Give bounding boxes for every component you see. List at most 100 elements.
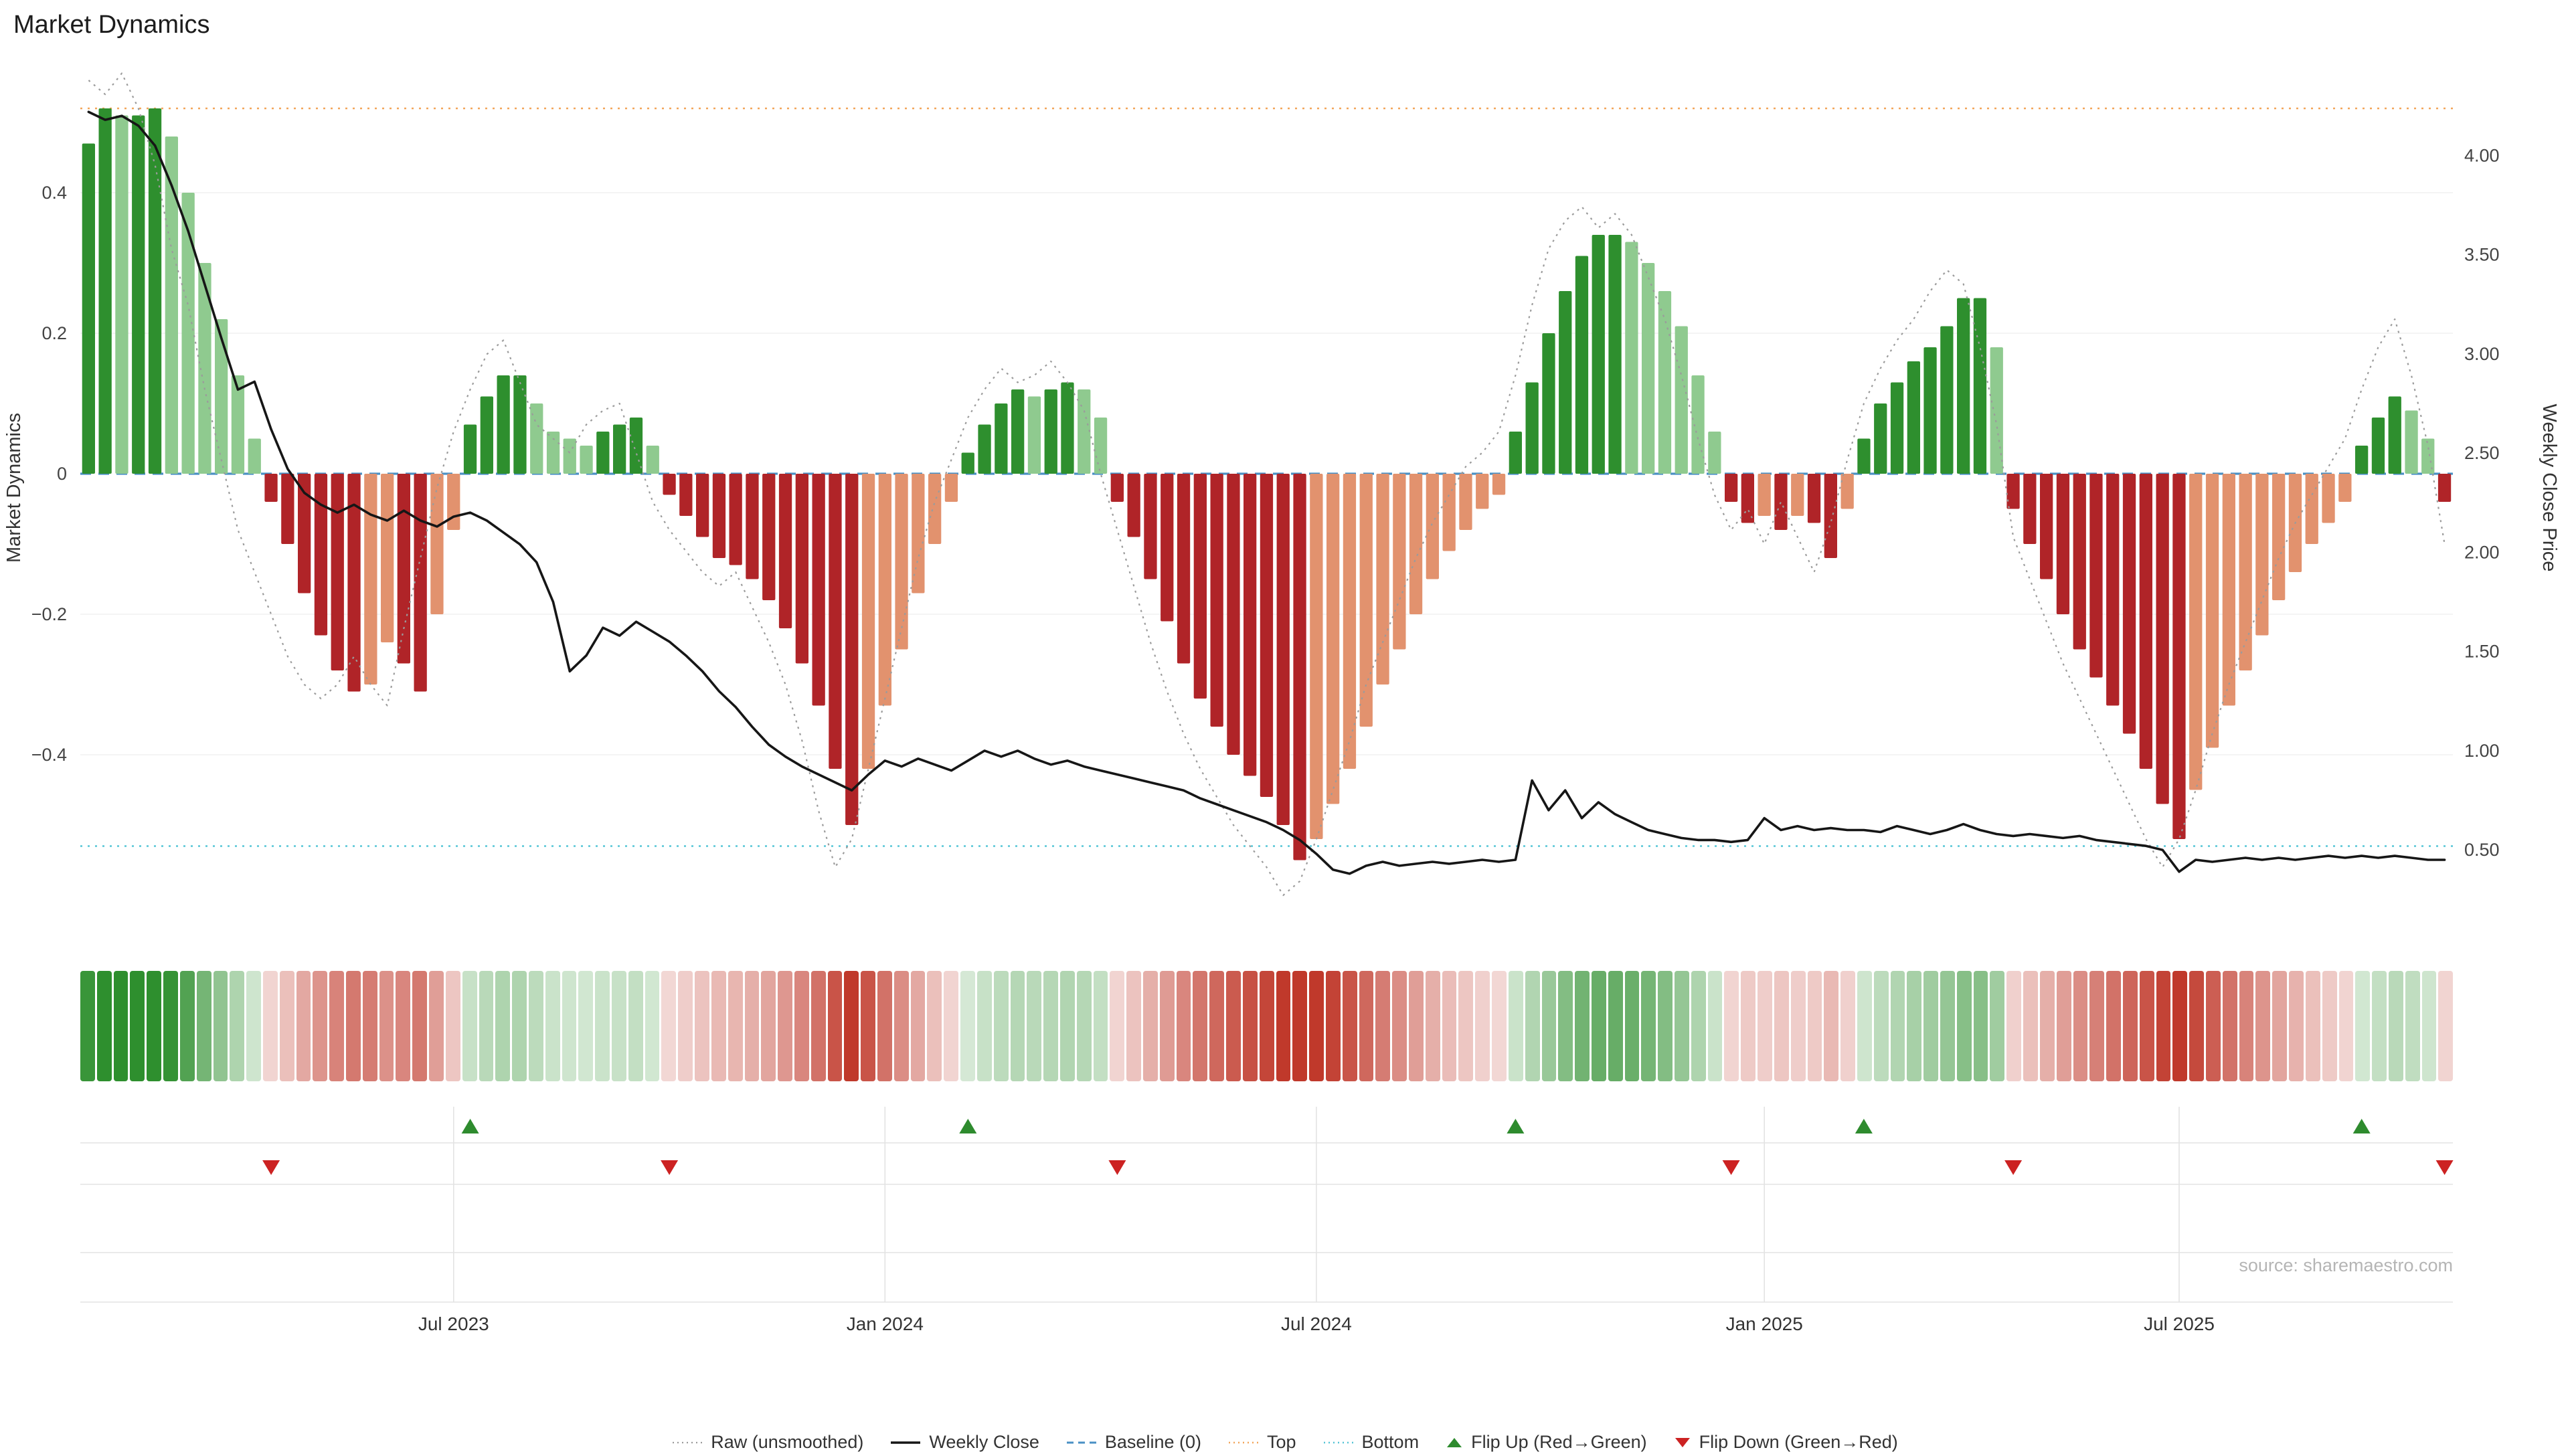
heatmap-cell [1591,971,1606,1081]
heatmap-cell [1990,971,2005,1081]
heatmap-cell [1492,971,1507,1081]
heatmap-cell [2305,971,2320,1081]
heatmap-cell [462,971,477,1081]
main-chart-panel: 0.4 0.2 0 −0.2 −0.4 4.00 3.50 3.00 2.50 2.00 1.50 1… [0,39,2570,943]
oscillator-bar [1542,333,1555,474]
oscillator-bar [861,474,875,769]
oscillator-bar [2371,418,2385,474]
oscillator-bar [762,474,776,600]
oscillator-bar [1011,389,1025,474]
heatmap-cell [562,971,577,1081]
oscillator-bar [978,424,991,474]
flip-up-triangle-icon [1446,1436,1463,1449]
oscillator-bar [1907,361,1920,474]
heatmap-cell [396,971,411,1081]
heatmap-cell [362,971,377,1081]
oscillator-bar [646,446,659,474]
legend-label: Weekly Close [929,1432,1039,1452]
left-axis-tick-label: 0.4 [41,183,67,203]
oscillator-bar [1940,326,1954,474]
oscillator-bar [829,474,842,769]
flip-marker-svg: source: sharemaestro.com Jul 2023 Jan 2024… [80,1107,2454,1334]
x-axis-tick-label: Jul 2024 [1281,1313,1352,1334]
oscillator-bar [314,474,328,636]
oscillator-bar [2023,474,2037,544]
oscillator-bar [1973,298,1987,474]
heatmap-cell [1807,971,1822,1081]
heatmap-cell [2039,971,2055,1081]
oscillator-bar [1824,474,1837,558]
heatmap-cell [678,971,693,1081]
heatmap-cell [213,971,228,1081]
flip-up-marker-icon [461,1119,479,1133]
legend-item-bottom: Bottom [1323,1432,1419,1453]
legend-item-flip-down: Flip Down (Green→Red) [1674,1432,1898,1453]
oscillator-bar [463,424,477,474]
oscillator-bar [1260,474,1274,797]
oscillator-bar [1957,298,1970,474]
oscillator-bar [629,418,643,474]
heatmap-cell [1325,971,1341,1081]
heatmap-cell [1226,971,1241,1081]
heatmap-cell [80,971,95,1081]
heatmap-cell [1907,971,1922,1081]
heatmap-cell [196,971,211,1081]
heatmap-cell [1624,971,1640,1081]
flip-down-marker-icon [262,1160,280,1175]
oscillator-bar [746,474,759,579]
oscillator-bar [1376,474,1389,685]
heatmap-cell [2421,971,2437,1081]
left-axis-tick-label: −0.2 [31,604,67,624]
left-axis-title: Market Dynamics [3,413,25,563]
oscillator-bar [1244,474,1257,776]
oscillator-bar [115,115,128,474]
oscillator-bar [2122,474,2136,734]
heatmap-cell [1558,971,1573,1081]
oscillator-bar [165,136,178,474]
legend-item-top: Top [1228,1432,1296,1453]
oscillator-bar [132,115,145,474]
heatmap-cell [778,971,792,1081]
heatmap-cell [113,971,128,1081]
oscillator-bar [1293,474,1306,860]
heatmap-cell [1359,971,1374,1081]
heatmap-cell [1508,971,1523,1081]
top-line-swatch-icon [1228,1437,1259,1449]
heatmap-cell [2222,971,2237,1081]
legend-label: Flip Up (Red→Green) [1471,1432,1647,1452]
heatmap-cell [2139,971,2154,1081]
heatmap-cell [1292,971,1308,1081]
oscillator-bar [364,474,377,685]
heatmap-cell [2388,971,2403,1081]
oscillator-bar [2089,474,2103,678]
oscillator-bar [845,474,859,825]
baseline-swatch-icon [1066,1437,1097,1449]
heatmap-cell [578,971,594,1081]
heatmap-cell [761,971,776,1081]
heatmap-cell [1758,971,1772,1081]
oscillator-bar [1625,242,1638,474]
heatmap-cell [1425,971,1440,1081]
heatmap-cell [2272,971,2288,1081]
right-axis-tick-label: 2.50 [2464,443,2500,463]
heatmap-cell [2073,971,2088,1081]
heatmap-cell [2438,971,2454,1081]
heatmap-cell [2255,971,2271,1081]
heatmap-cell [379,971,394,1081]
heatmap-cell [1392,971,1407,1081]
heatmap-cell [1209,971,1225,1081]
heatmap-cell [2372,971,2387,1081]
x-axis-tick-label: Jul 2025 [2144,1313,2215,1334]
oscillator-bar [331,474,344,670]
oscillator-bar [2139,474,2152,769]
oscillator-bar [1459,474,1472,530]
heatmap-cell [1790,971,1806,1081]
heatmap-cell [1093,971,1108,1081]
heatmap-cell [1010,971,1025,1081]
heatmap-cell [711,971,726,1081]
heatmap-cell [230,971,245,1081]
oscillator-bar [580,446,593,474]
oscillator-bar [1575,256,1589,474]
heatmap-cell [744,971,760,1081]
heatmap-cell [1774,971,1789,1081]
